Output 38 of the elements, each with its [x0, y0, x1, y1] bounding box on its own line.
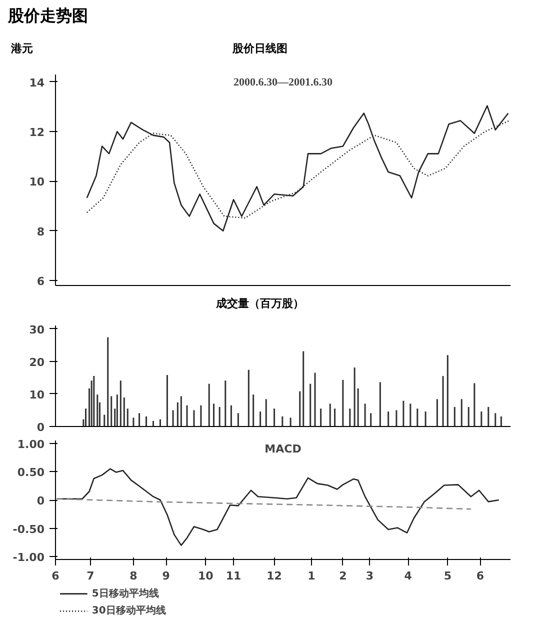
- x-tick-label: 2: [339, 570, 347, 582]
- y-tick-label: -1.00: [12, 551, 45, 564]
- x-tick-label: 8: [130, 570, 138, 582]
- x-tick-label: 7: [86, 570, 94, 582]
- x-tick-label: 6: [476, 570, 484, 582]
- line-series: [56, 468, 500, 546]
- x-tick-label: 10: [198, 570, 214, 582]
- x-tick-label: 6: [52, 570, 60, 582]
- chart-title: 成交量（百万股）: [215, 296, 305, 312]
- y-tick-label: 0: [36, 494, 45, 508]
- chart-title: 股价走势图: [8, 5, 88, 27]
- y-tick-label: 0: [36, 421, 45, 434]
- annotation: 2000.6.30—2001.6.30: [234, 76, 333, 88]
- y-tick-label: 1.00: [17, 438, 45, 451]
- chart-title: MACD: [264, 442, 302, 456]
- line-series: [56, 498, 472, 510]
- y-tick-label: 30: [29, 323, 45, 336]
- legend-label: 5日移动平均线: [92, 587, 159, 600]
- y-tick-label: 20: [29, 356, 45, 369]
- y-axis-title: 港元: [11, 41, 33, 57]
- x-tick-label: 1: [308, 570, 316, 582]
- x-tick-label: 4: [404, 570, 412, 582]
- legend-label: 30日移动平均线: [92, 604, 166, 617]
- x-tick-label: 5: [444, 570, 452, 582]
- y-tick-label: 10: [29, 388, 45, 402]
- chart-subtitle: 股价日线图: [232, 42, 288, 55]
- y-tick-label: 0.50: [17, 466, 45, 480]
- x-tick-label: 9: [162, 570, 170, 582]
- y-tick-label: 12: [29, 126, 45, 140]
- y-tick-label: 8: [36, 225, 44, 238]
- y-tick-label: 14: [29, 76, 45, 90]
- line-series: [86, 105, 509, 232]
- x-tick-label: 12: [266, 570, 282, 582]
- y-tick-label: 10: [29, 176, 45, 189]
- x-tick-label: 11: [226, 570, 242, 582]
- x-tick-label: 3: [366, 570, 374, 582]
- y-tick-label: 6: [36, 275, 45, 288]
- y-tick-label: -0.50: [12, 522, 45, 536]
